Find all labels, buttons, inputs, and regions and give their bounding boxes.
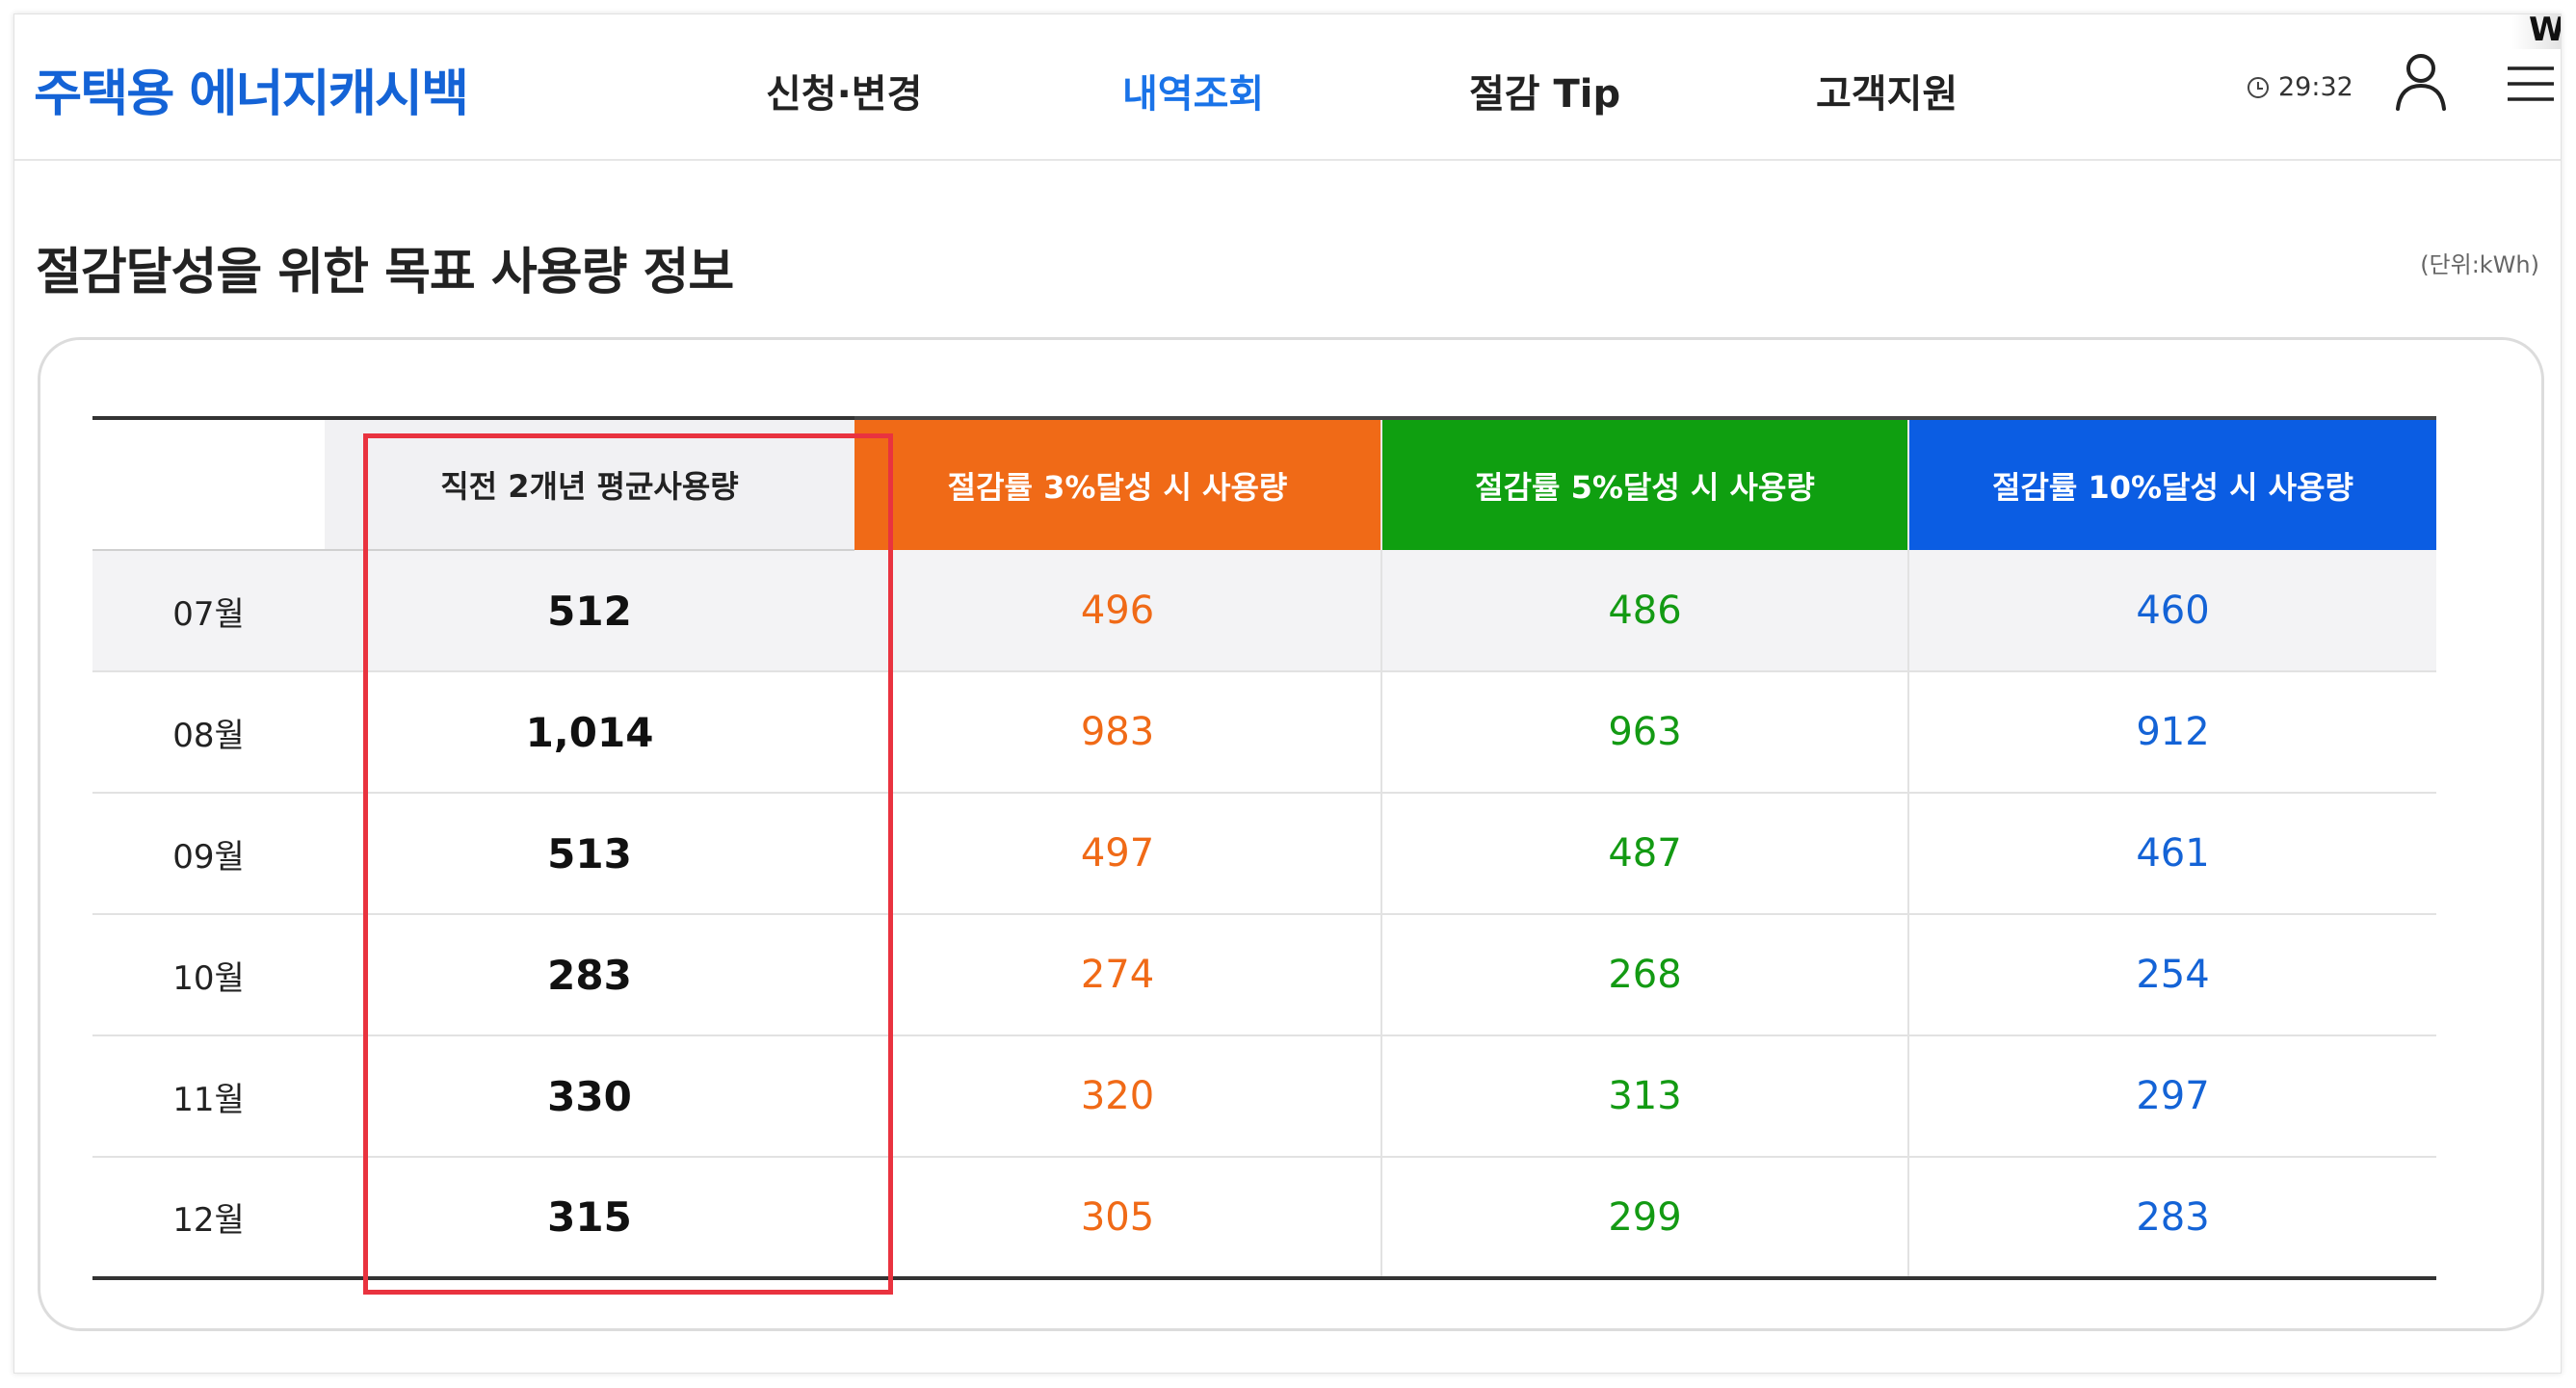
session-timer-value: 29:32 [2278,72,2353,102]
cell-saving-3: 497 [854,793,1382,915]
cell-saving-10: 254 [1908,914,2436,1036]
column-header-saving-5: 절감률 5%달성 시 사용량 [1381,416,1909,550]
cell-month: 08월 [92,671,325,794]
column-header-avg-usage: 직전 2개년 평균사용량 [325,416,854,551]
cell-saving-5: 487 [1381,793,1909,915]
cell-saving-10: 283 [1908,1157,2436,1280]
table-header-row: 직전 2개년 평균사용량 절감률 3%달성 시 사용량 절감률 5%달성 시 사… [92,416,2436,551]
cell-saving-3: 983 [854,671,1382,794]
top-header: 주택용 에너지캐시백 신청·변경 내역조회 절감 Tip 고객지원 29:32 … [14,14,2561,161]
column-header-saving-3: 절감률 3%달성 시 사용량 [854,416,1382,550]
cell-saving-3: 496 [854,550,1382,672]
user-icon[interactable] [2394,51,2448,111]
cell-avg-usage: 315 [325,1157,854,1280]
clock-icon [2247,76,2269,98]
app-window: 주택용 에너지캐시백 신청·변경 내역조회 절감 Tip 고객지원 29:32 … [13,13,2562,1374]
cell-saving-5: 268 [1381,914,1909,1036]
corner-shade [2511,14,2561,49]
cell-saving-3: 274 [854,914,1382,1036]
target-usage-table: 직전 2개년 평균사용량 절감률 3%달성 시 사용량 절감률 5%달성 시 사… [92,416,2436,1280]
cell-avg-usage: 513 [325,793,854,915]
table-row: 12월 315 305 299 283 [92,1157,2436,1280]
table-row: 07월 512 496 486 460 [92,550,2436,672]
table-row: 08월 1,014 983 963 912 [92,671,2436,794]
nav-history[interactable]: 내역조회 [1122,72,1265,117]
cell-saving-5: 963 [1381,671,1909,794]
cell-avg-usage: 283 [325,914,854,1036]
hamburger-menu-icon[interactable] [2506,65,2556,103]
cell-avg-usage: 330 [325,1035,854,1158]
cell-saving-10: 297 [1908,1035,2436,1158]
cell-month: 12월 [92,1157,325,1280]
page-title: 절감달성을 위한 목표 사용량 정보 [36,244,734,301]
column-header-saving-10: 절감률 10%달성 시 사용량 [1908,416,2436,550]
cell-month: 11월 [92,1035,325,1158]
column-header-month [92,416,325,551]
nav-customer-support[interactable]: 고객지원 [1816,72,1958,117]
cell-saving-3: 320 [854,1035,1382,1158]
cell-saving-10: 460 [1908,550,2436,672]
cell-month: 07월 [92,550,325,672]
table-row: 10월 283 274 268 254 [92,914,2436,1036]
cell-avg-usage: 512 [325,550,854,672]
cell-month: 09월 [92,793,325,915]
unit-note: (단위:kWh) [2420,251,2539,278]
cell-saving-5: 299 [1381,1157,1909,1280]
table-row: 09월 513 497 487 461 [92,793,2436,915]
table-row: 11월 330 320 313 297 [92,1035,2436,1158]
nav-apply-change[interactable]: 신청·변경 [766,72,923,117]
cell-saving-10: 912 [1908,671,2436,794]
cell-saving-5: 486 [1381,550,1909,672]
nav-saving-tip[interactable]: 절감 Tip [1469,72,1621,117]
session-timer[interactable]: 29:32 [2247,72,2353,102]
cell-saving-10: 461 [1908,793,2436,915]
corner-glyph: W [2529,13,2562,49]
cell-month: 10월 [92,914,325,1036]
site-logo[interactable]: 주택용 에너지캐시백 [34,65,469,123]
cell-saving-5: 313 [1381,1035,1909,1158]
cell-saving-3: 305 [854,1157,1382,1280]
cell-avg-usage: 1,014 [325,671,854,794]
